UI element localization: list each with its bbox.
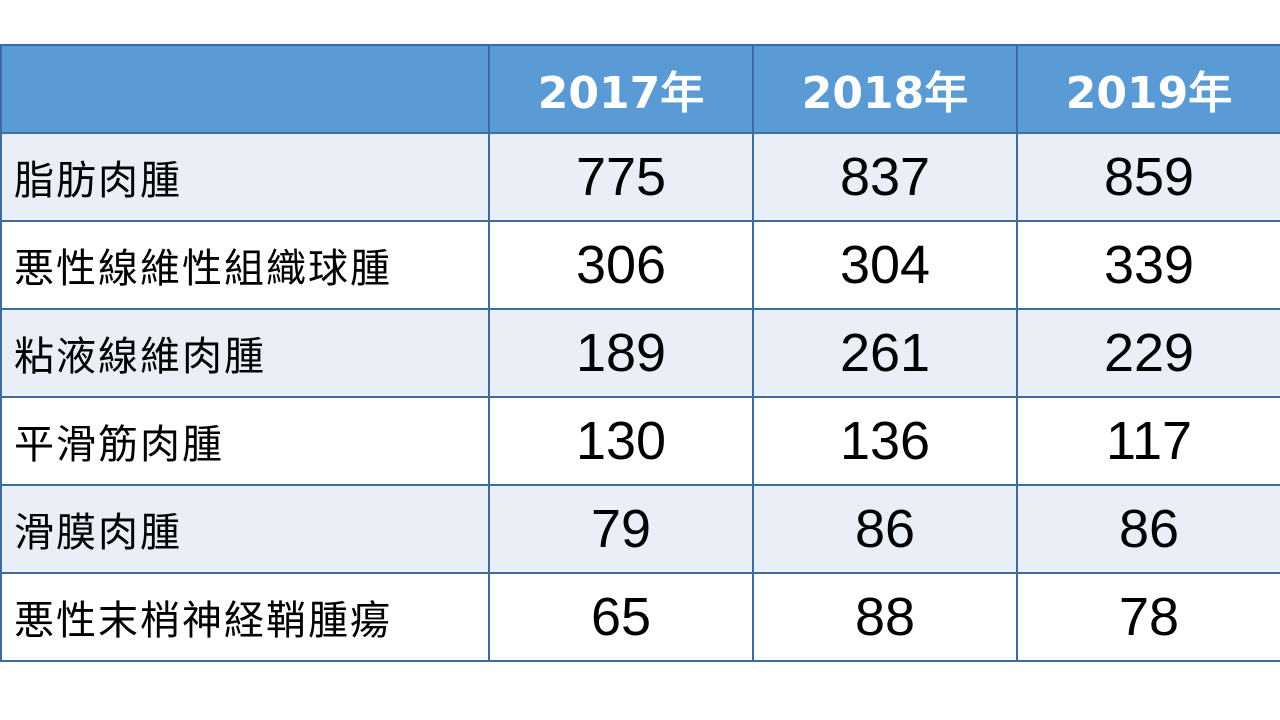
row-label: 平滑筋肉腫 bbox=[0, 396, 490, 486]
row-label: 粘液線維肉腫 bbox=[0, 308, 490, 398]
table-container: 2017年 2018年 2019年 脂肪肉腫 775 837 859 悪性線維性… bbox=[0, 44, 1280, 662]
cell-value: 261 bbox=[752, 308, 1018, 398]
row-label: 脂肪肉腫 bbox=[0, 132, 490, 222]
cell-value: 86 bbox=[1016, 484, 1280, 574]
table-row: 脂肪肉腫 775 837 859 bbox=[0, 132, 1280, 222]
cell-value: 859 bbox=[1016, 132, 1280, 222]
row-label: 滑膜肉腫 bbox=[0, 484, 490, 574]
header-cell-empty bbox=[0, 44, 490, 134]
header-row: 2017年 2018年 2019年 bbox=[0, 44, 1280, 134]
header-cell-2019: 2019年 bbox=[1016, 44, 1280, 134]
cell-value: 304 bbox=[752, 220, 1018, 310]
cell-value: 88 bbox=[752, 572, 1018, 662]
cell-value: 86 bbox=[752, 484, 1018, 574]
cell-value: 78 bbox=[1016, 572, 1280, 662]
table-row: 滑膜肉腫 79 86 86 bbox=[0, 484, 1280, 574]
cell-value: 136 bbox=[752, 396, 1018, 486]
table-row: 悪性線維性組織球腫 306 304 339 bbox=[0, 220, 1280, 310]
cell-value: 229 bbox=[1016, 308, 1280, 398]
cell-value: 775 bbox=[488, 132, 754, 222]
data-table: 2017年 2018年 2019年 脂肪肉腫 775 837 859 悪性線維性… bbox=[0, 44, 1280, 662]
row-label: 悪性末梢神経鞘腫瘍 bbox=[0, 572, 490, 662]
cell-value: 306 bbox=[488, 220, 754, 310]
header-cell-2017: 2017年 bbox=[488, 44, 754, 134]
table-row: 粘液線維肉腫 189 261 229 bbox=[0, 308, 1280, 398]
cell-value: 189 bbox=[488, 308, 754, 398]
cell-value: 65 bbox=[488, 572, 754, 662]
table-row: 平滑筋肉腫 130 136 117 bbox=[0, 396, 1280, 486]
cell-value: 130 bbox=[488, 396, 754, 486]
cell-value: 837 bbox=[752, 132, 1018, 222]
header-cell-2018: 2018年 bbox=[752, 44, 1018, 134]
row-label: 悪性線維性組織球腫 bbox=[0, 220, 490, 310]
table-row: 悪性末梢神経鞘腫瘍 65 88 78 bbox=[0, 572, 1280, 662]
cell-value: 79 bbox=[488, 484, 754, 574]
cell-value: 339 bbox=[1016, 220, 1280, 310]
cell-value: 117 bbox=[1016, 396, 1280, 486]
